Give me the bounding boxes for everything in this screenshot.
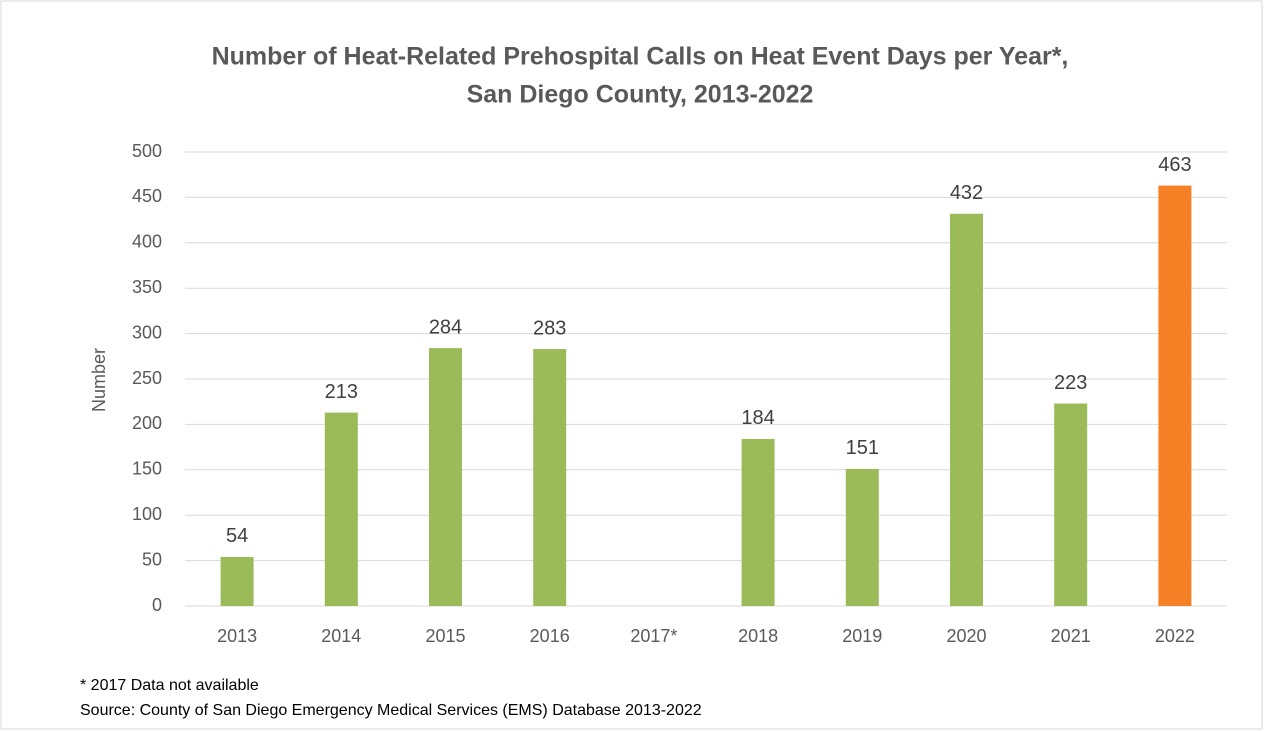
data-label: 283 (533, 317, 566, 339)
y-tick-label: 300 (132, 322, 162, 342)
data-label: 463 (1158, 154, 1191, 176)
bar (1158, 185, 1192, 606)
y-tick-label: 450 (132, 186, 162, 206)
bar (950, 213, 983, 606)
footnote: Source: County of San Diego Emergency Me… (80, 702, 702, 719)
y-tick-label: 100 (132, 504, 162, 524)
data-label: 184 (741, 407, 774, 429)
x-tick-label: 2019 (842, 626, 882, 646)
y-tick-label: 500 (132, 141, 162, 161)
y-axis-label: Number (89, 348, 109, 412)
x-tick-label: 2022 (1155, 626, 1195, 646)
y-tick-label: 400 (132, 232, 162, 252)
x-tick-label: 2016 (530, 626, 570, 646)
bar (324, 412, 358, 606)
x-tick-label: 2014 (321, 626, 361, 646)
data-label: 213 (325, 381, 358, 403)
y-tick-label: 250 (132, 368, 162, 388)
x-tick-label: 2017* (630, 626, 677, 646)
data-label: 223 (1054, 372, 1087, 394)
chart-title: San Diego County, 2013-2022 (467, 81, 814, 109)
footnote: * 2017 Data not available (80, 677, 259, 694)
x-tick-label: 2013 (217, 626, 257, 646)
y-tick-label: 150 (132, 459, 162, 479)
bar (533, 349, 567, 606)
chart-title: Number of Heat-Related Prehospital Calls… (212, 43, 1069, 71)
bar (845, 468, 879, 606)
bar (741, 438, 775, 606)
x-tick-label: 2021 (1051, 626, 1091, 646)
y-tick-label: 350 (132, 277, 162, 297)
bar (1054, 403, 1088, 606)
data-label: 54 (226, 525, 248, 547)
data-label: 432 (950, 182, 983, 204)
data-label: 151 (846, 437, 879, 459)
y-tick-label: 50 (142, 549, 162, 569)
y-tick-label: 200 (132, 413, 162, 433)
x-tick-label: 2015 (425, 626, 465, 646)
data-label: 284 (429, 316, 462, 338)
x-tick-label: 2020 (946, 626, 986, 646)
bar (220, 556, 254, 606)
x-tick-label: 2018 (738, 626, 778, 646)
bar (429, 348, 462, 606)
y-tick-label: 0 (152, 595, 162, 615)
